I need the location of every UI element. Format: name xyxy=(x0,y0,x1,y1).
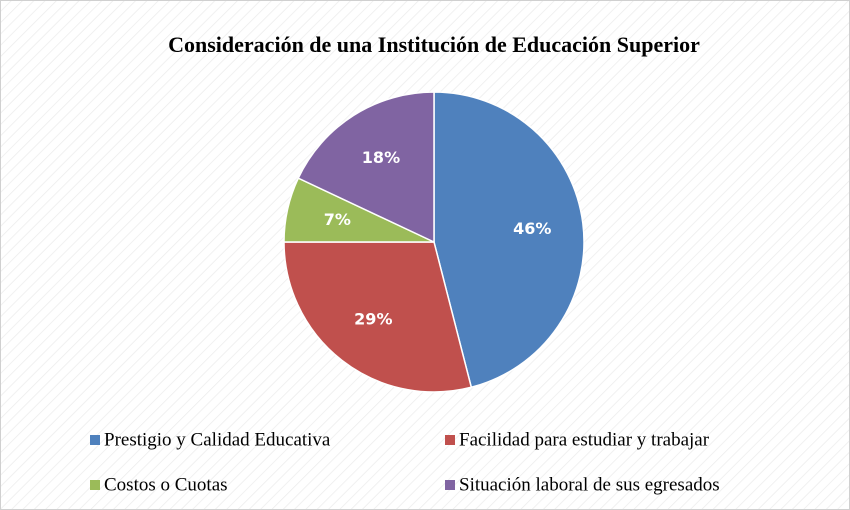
legend-swatch xyxy=(445,435,455,445)
legend-swatch xyxy=(445,480,455,490)
value-label: 7% xyxy=(324,210,351,229)
value-label: 29% xyxy=(354,310,392,329)
pie-slice xyxy=(297,91,435,244)
legend-swatch xyxy=(90,480,100,490)
legend-text: Prestigio y Calidad Educativa xyxy=(104,429,331,450)
value-label: 46% xyxy=(513,219,551,238)
pie-slice xyxy=(283,241,473,393)
legend-text: Costos o Cuotas xyxy=(104,474,228,495)
legend-swatch xyxy=(90,435,100,445)
legend-text: Situación laboral de sus egresados xyxy=(459,474,720,495)
pie-slice xyxy=(433,91,585,389)
value-label: 18% xyxy=(362,148,400,167)
legend-text: Facilidad para estudiar y trabajar xyxy=(459,429,710,450)
chart-title: Consideración de una Institución de Educ… xyxy=(168,32,700,57)
